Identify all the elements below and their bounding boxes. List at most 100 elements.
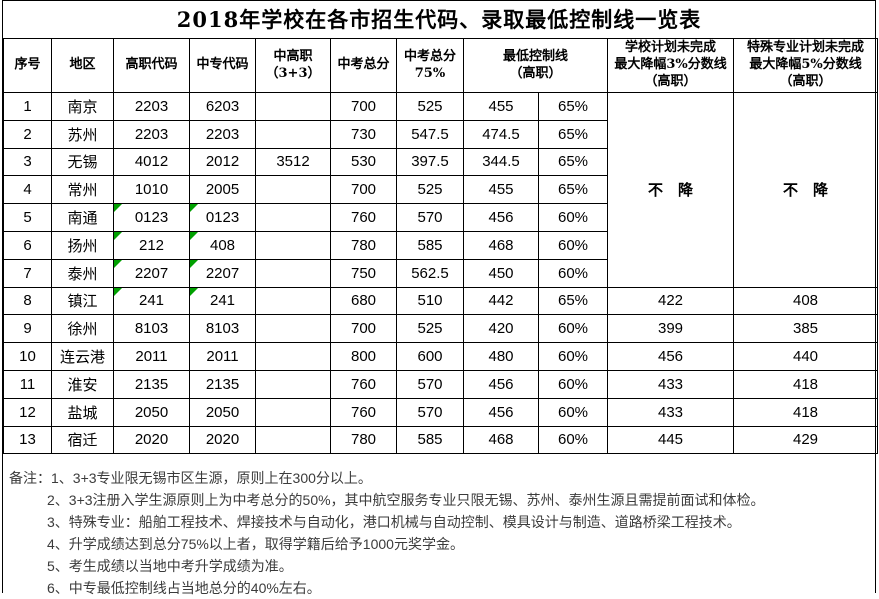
cell-total-75pct: 562.5 <box>396 258 464 288</box>
table-row: 11 淮安 2135 2135 760 570 456 60% 433 418 <box>3 369 879 399</box>
cell-region: 常州 <box>51 175 114 205</box>
header-row: 序号 地区 高职代码 中专代码 中高职 （3+3） 中考总分 中考总分 75% … <box>3 38 879 93</box>
cell-zhonggaozhi-code <box>255 397 331 427</box>
cell-total-75pct: 397.5 <box>396 147 464 177</box>
cell-school-plan-cut: 445 <box>607 425 735 455</box>
cell-gaozhi-code: 2135 <box>113 369 190 399</box>
cell-gaozhi-code: 2020 <box>113 425 190 455</box>
cell-error-flag-icon <box>190 232 198 240</box>
cell-seq: 7 <box>3 258 52 288</box>
note-line: 备注：1、3+3专业限无锡市区生源，原则上在300分以上。 <box>3 467 875 489</box>
cell-gaozhi-code: 2011 <box>113 342 190 371</box>
cell-error-flag-icon <box>190 288 198 296</box>
cell-special-plan-cut: 440 <box>733 342 879 371</box>
cell-total-score: 760 <box>330 369 397 399</box>
note-line: 3、特殊专业：船舶工程技术、焊接技术与自动化，港口机械与自动控制、模具设计与制造… <box>47 514 741 531</box>
cell-zhongzhuan-code: 408 <box>189 230 256 260</box>
cell-zhonggaozhi-code <box>255 286 331 316</box>
cell-total-75pct: 585 <box>396 230 464 260</box>
cell-min-control-pct: 60% <box>537 203 609 232</box>
cell-school-plan-cut: 422 <box>607 286 735 316</box>
cell-error-flag-icon <box>114 204 122 213</box>
cell-zhonggaozhi-code <box>255 342 331 371</box>
table-row: 12 盐城 2050 2050 760 570 456 60% 433 418 <box>3 397 879 427</box>
cell-region: 镇江 <box>51 286 114 316</box>
cell-gaozhi-code: 2203 <box>113 119 190 149</box>
cell-region: 淮安 <box>51 369 114 399</box>
cell-min-control-line: 456 <box>463 369 539 399</box>
cell-min-control-pct: 65% <box>537 119 609 149</box>
cell-error-flag-icon <box>114 232 122 240</box>
table-body: 1 南京 2203 6203 700 525 455 65% 不 降不 降 2 苏州 2203 2203… <box>3 92 879 455</box>
header-total-score: 中考总分 <box>330 38 397 93</box>
cell-seq: 6 <box>3 230 52 260</box>
cell-min-control-pct: 60% <box>537 230 609 260</box>
page-title: 2018年学校在各市招生代码、录取最低控制线一览表 <box>176 7 702 32</box>
note-text: 1、3+3专业限无锡市区生源，原则上在300分以上。 <box>51 470 372 487</box>
cell-region: 苏州 <box>51 119 114 149</box>
cell-special-plan-cut: 408 <box>733 286 879 316</box>
cell-min-control-line: 455 <box>463 175 539 205</box>
cell-school-plan-cut: 433 <box>607 397 735 427</box>
cell-min-control-pct: 60% <box>537 369 609 399</box>
cell-special-plan-cut: 385 <box>733 314 879 344</box>
cell-min-control-pct: 65% <box>537 147 609 177</box>
note-line: 5、考生成绩以当地中考升学成绩为准。 <box>47 558 293 575</box>
table-row: 8 镇江 241 241 680 510 442 65% 422 408 <box>3 286 879 316</box>
cell-gaozhi-code: 4012 <box>113 147 190 177</box>
cell-seq: 3 <box>3 147 52 177</box>
cell-min-control-pct: 60% <box>537 314 609 344</box>
cell-region: 连云港 <box>51 342 114 371</box>
cell-total-75pct: 525 <box>396 92 464 121</box>
cell-total-75pct: 547.5 <box>396 119 464 149</box>
note-line: 6、中专最低控制线占当地总分的40%左右。 <box>47 580 321 597</box>
cell-region: 泰州 <box>51 258 114 288</box>
cell-min-control-line: 456 <box>463 203 539 232</box>
cell-total-75pct: 570 <box>396 397 464 427</box>
cell-zhongzhuan-code: 2135 <box>189 369 256 399</box>
cell-min-control-line: 442 <box>463 286 539 316</box>
cell-region: 宿迁 <box>51 425 114 455</box>
cell-seq: 13 <box>3 425 52 455</box>
cell-seq: 8 <box>3 286 52 316</box>
header-seq: 序号 <box>3 38 52 93</box>
cell-min-control-line: 456 <box>463 397 539 427</box>
cell-total-75pct: 600 <box>396 342 464 371</box>
cell-school-plan-cut: 399 <box>607 314 735 344</box>
cell-special-plan-cut: 418 <box>733 397 879 427</box>
cell-min-control-line: 468 <box>463 230 539 260</box>
header-total-75pct: 中考总分 75% <box>396 38 464 93</box>
header-special-plan-cut: 特殊专业计划未完成 最大降幅5%分数线 （高职） <box>733 38 879 93</box>
cell-total-75pct: 570 <box>396 369 464 399</box>
header-school-plan-cut: 学校计划未完成 最大降幅3%分数线 （高职） <box>607 38 735 93</box>
cell-error-flag-icon <box>190 204 198 213</box>
cell-zhonggaozhi-code <box>255 230 331 260</box>
cell-min-control-line: 344.5 <box>463 147 539 177</box>
header-min-control-line: 最低控制线 （高职） <box>462 38 609 93</box>
cell-zhonggaozhi-code <box>255 119 331 149</box>
note-line: 4、升学成绩达到总分75%以上者，取得学籍后给予1000元奖学金。 <box>47 536 464 553</box>
cell-zhongzhuan-code: 2005 <box>189 175 256 205</box>
table-row: 10 连云港 2011 2011 800 600 480 60% 456 440 <box>3 342 879 371</box>
cell-school-plan-cut: 433 <box>607 369 735 399</box>
cell-zhonggaozhi-code <box>255 425 331 455</box>
cell-total-75pct: 525 <box>396 314 464 344</box>
cell-gaozhi-code: 241 <box>113 286 190 316</box>
cell-total-score: 700 <box>330 175 397 205</box>
cell-gaozhi-code: 2207 <box>113 258 190 288</box>
cell-region: 盐城 <box>51 397 114 427</box>
cell-seq: 9 <box>3 314 52 344</box>
cell-min-control-line: 455 <box>463 92 539 121</box>
cell-gaozhi-code: 1010 <box>113 175 190 205</box>
cell-zhongzhuan-code: 2012 <box>189 147 256 177</box>
header-zhongzhuan-code: 中专代码 <box>189 38 256 93</box>
cell-seq: 10 <box>3 342 52 371</box>
cell-seq: 2 <box>3 119 52 149</box>
header-region: 地区 <box>51 38 114 93</box>
cell-zhongzhuan-code: 2207 <box>189 258 256 288</box>
cell-school-plan-no-drop: 不 降 <box>607 92 735 288</box>
cell-total-75pct: 510 <box>396 286 464 316</box>
table-row: 2 苏州 2203 2203 730 547.5 474.5 65% <box>3 119 878 149</box>
cell-min-control-pct: 65% <box>537 286 609 316</box>
cell-min-control-line: 420 <box>463 314 539 344</box>
